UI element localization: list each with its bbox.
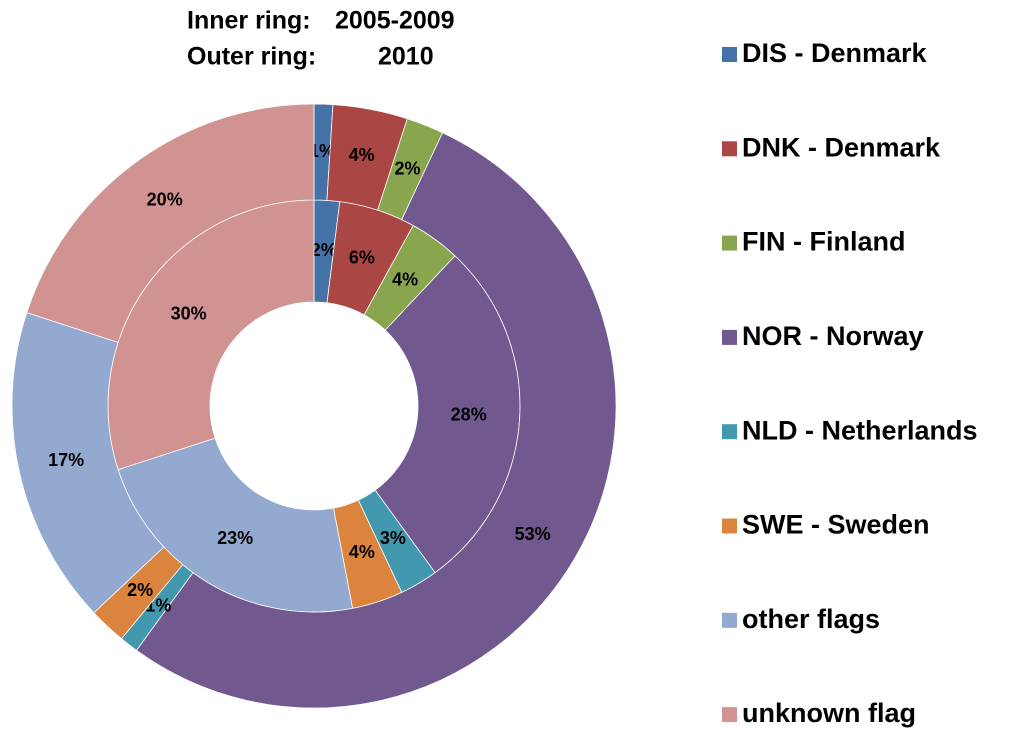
donut-slice <box>135 132 617 709</box>
legend-swatch <box>722 518 737 534</box>
value-label: 6% <box>349 247 375 267</box>
legend-label: DIS - Denmark <box>742 38 928 68</box>
legend-swatch <box>722 47 737 62</box>
legend-swatch <box>722 424 737 440</box>
legend-label: NLD - Netherlands <box>742 415 978 445</box>
legend-swatch <box>722 329 737 345</box>
ring-label: Outer ring: <box>187 43 316 71</box>
legend-label: FIN - Finland <box>742 227 905 257</box>
value-label: 30% <box>171 304 207 324</box>
legend-label: other flags <box>742 604 880 634</box>
value-label: 23% <box>217 528 253 548</box>
donut-slice <box>26 103 315 343</box>
legend-label: NOR - Norway <box>742 321 924 351</box>
legend-swatch <box>722 612 737 628</box>
value-label: 2% <box>127 580 153 600</box>
value-label: 4% <box>349 542 375 562</box>
ring-name: 2010 <box>378 43 434 71</box>
legend-swatch <box>722 141 737 157</box>
value-label: 53% <box>515 524 551 544</box>
legend-swatch <box>722 707 737 723</box>
ring-name: 2005-2009 <box>335 7 455 35</box>
value-label: 4% <box>392 269 418 289</box>
value-label: 28% <box>451 404 487 424</box>
value-label: 2% <box>311 240 337 260</box>
value-label: 20% <box>147 189 183 209</box>
value-label: 1% <box>309 141 335 161</box>
legend-swatch <box>722 235 737 251</box>
legend-label: SWE - Sweden <box>742 510 930 540</box>
value-label: 4% <box>349 145 375 165</box>
value-label: 2% <box>394 159 420 179</box>
legend-label: unknown flag <box>742 698 916 728</box>
value-label: 17% <box>48 450 84 470</box>
value-label: 3% <box>380 528 406 548</box>
ring-label: Inner ring: <box>187 7 311 35</box>
legend-label: DNK - Denmark <box>742 132 941 162</box>
